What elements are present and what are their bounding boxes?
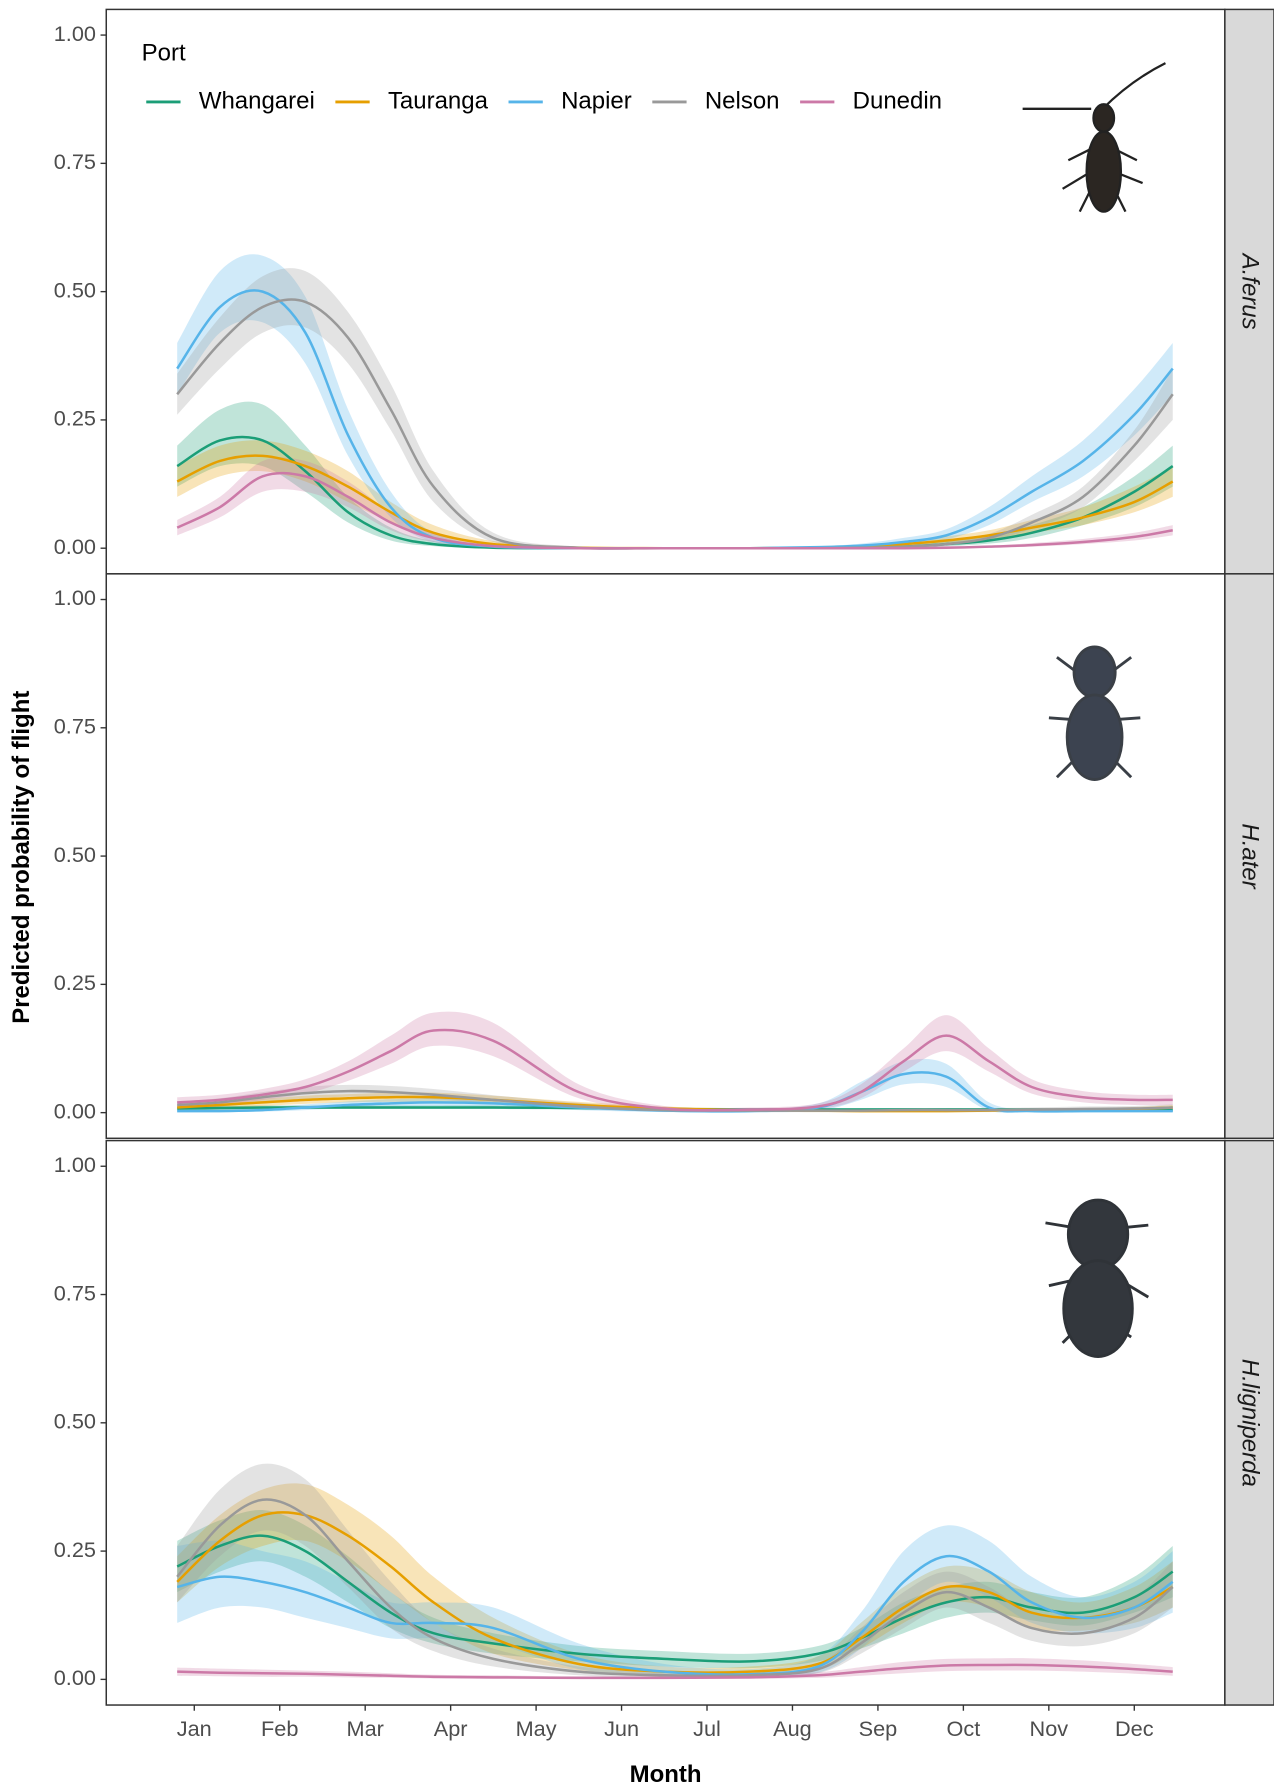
x-tick-label: Apr — [434, 1716, 468, 1741]
facet-label: H.ligniperda — [1237, 1359, 1264, 1487]
beetle-illustration — [1022, 62, 1166, 213]
beetle-illustrations — [1022, 62, 1166, 1358]
y-tick-label: 0.75 — [54, 149, 96, 174]
legend-label: Dunedin — [853, 87, 942, 114]
legend-title: Port — [142, 39, 186, 66]
confidence-band — [177, 440, 1173, 549]
y-axis-title: Predicted probability of flight — [8, 691, 35, 1024]
x-tick-label: Jan — [177, 1716, 212, 1741]
y-tick-label: 0.00 — [54, 534, 96, 559]
panel — [105, 1139, 1226, 1706]
y-tick-label: 0.25 — [54, 406, 96, 431]
confidence-band — [177, 401, 1173, 549]
confidence-band — [177, 1463, 1173, 1679]
legend-label: Napier — [561, 87, 632, 114]
confidence-band — [177, 268, 1173, 549]
panel-background — [106, 1140, 1225, 1706]
x-tick-label: Oct — [947, 1716, 981, 1741]
y-tick-label: 0.75 — [54, 1280, 96, 1305]
beetle-illustration — [1045, 1198, 1150, 1358]
x-tick-label: Feb — [261, 1716, 298, 1741]
panel-background — [106, 573, 1225, 1139]
y-tick-label: 0.00 — [54, 1665, 96, 1690]
y-tick-label: 0.00 — [54, 1098, 96, 1123]
y-tick-label: 1.00 — [54, 1152, 96, 1177]
y-tick-label: 1.00 — [54, 21, 96, 46]
series-line — [176, 1498, 1174, 1678]
series-line — [177, 1028, 1173, 1112]
x-tick-label: Sep — [859, 1716, 898, 1741]
y-tick-label: 1.00 — [54, 585, 96, 610]
confidence-band — [177, 1084, 1173, 1113]
facet-label: H.ater — [1237, 823, 1264, 889]
confidence-band — [177, 1483, 1173, 1677]
y-tick-label: 0.75 — [54, 714, 96, 739]
confidence-band — [177, 1509, 1173, 1669]
x-tick-label: Jun — [604, 1716, 639, 1741]
series-line — [176, 471, 1173, 550]
facet-strip — [1224, 573, 1274, 1140]
y-tick-label: 0.25 — [54, 970, 96, 995]
series-line — [176, 1554, 1174, 1676]
y-tick-label: 0.25 — [54, 1537, 96, 1562]
confidence-band — [177, 1658, 1173, 1679]
legend-label: Whangarei — [199, 87, 315, 114]
facet-label: A.ferus — [1237, 252, 1264, 330]
y-tick-label: 0.50 — [54, 1409, 96, 1434]
x-tick-label: Nov — [1030, 1716, 1069, 1741]
confidence-band — [177, 1011, 1173, 1112]
x-tick-label: Jul — [693, 1716, 721, 1741]
series-line — [176, 1534, 1174, 1663]
confidence-band — [177, 1525, 1173, 1678]
beetle-illustration — [1048, 645, 1141, 781]
x-tick-label: Mar — [347, 1716, 384, 1741]
legend-label: Nelson — [705, 87, 780, 114]
legend-label: Tauranga — [388, 87, 489, 114]
panel-background — [106, 9, 1225, 574]
x-tick-label: Dec — [1115, 1716, 1154, 1741]
y-tick-label: 0.50 — [54, 277, 96, 302]
facet-strip — [1224, 1139, 1274, 1706]
panel — [105, 8, 1226, 575]
x-axis-title: Month — [630, 1761, 702, 1788]
series-line — [177, 1663, 1173, 1680]
x-tick-label: May — [516, 1716, 557, 1741]
panel — [105, 573, 1226, 1140]
y-tick-label: 0.50 — [54, 842, 96, 867]
facet-strip — [1224, 8, 1274, 575]
confidence-band — [177, 254, 1173, 549]
x-tick-label: Aug — [773, 1716, 812, 1741]
